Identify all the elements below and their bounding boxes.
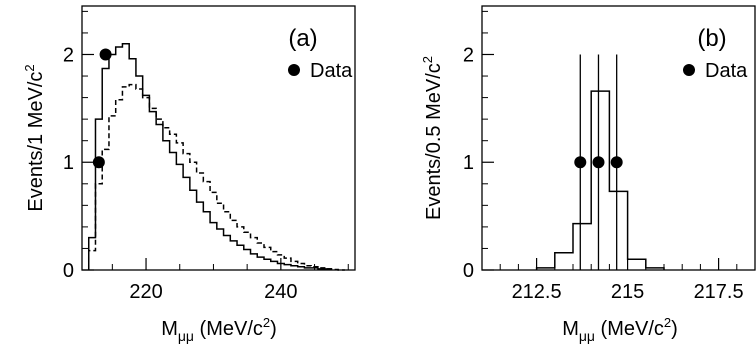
y-tick-label-b: 0 — [463, 260, 474, 282]
x-axis-label-b: Mμμ (MeV/c2) — [562, 315, 678, 344]
data-points-b — [574, 156, 623, 169]
solid-histogram-b — [535, 90, 665, 270]
legend-marker-a — [288, 64, 300, 76]
solid-histogram-a — [87, 42, 333, 270]
axis-ticks-a: 0 1 2 220 240 — [63, 10, 349, 303]
axis-ticks-b: 0 1 2 212.5 215 217.5 — [463, 10, 756, 303]
y-axis-label-a: Events/1 MeV/c2 — [22, 64, 47, 211]
y-tick-label-b: 1 — [463, 152, 474, 174]
x-tick-label-b: 217.5 — [694, 281, 744, 303]
legend-label-a: Data — [310, 60, 353, 82]
legend-label-b: Data — [705, 60, 748, 82]
y-tick-label-b: 2 — [463, 44, 474, 66]
data-point-a — [99, 48, 112, 61]
panel-label-b: (b) — [697, 25, 726, 52]
x-tick-label-b: 215 — [611, 281, 644, 303]
data-point-b — [574, 156, 587, 169]
data-points-a — [92, 48, 112, 169]
x-tick-label-a: 220 — [129, 281, 162, 303]
y-axis-label-b: Events/0.5 MeV/c2 — [420, 56, 445, 220]
x-axis-label-a: Mμμ (MeV/c2) — [161, 315, 277, 344]
panel-label-a: (a) — [288, 25, 317, 52]
data-point-a — [92, 156, 105, 169]
legend-marker-b — [683, 64, 695, 76]
x-tick-label-a: 240 — [264, 281, 297, 303]
dashed-histogram-a — [87, 83, 345, 271]
data-point-b — [592, 156, 605, 169]
plot-frame-a — [81, 5, 356, 271]
y-tick-label-a: 0 — [63, 260, 74, 282]
panel-b: 0 1 2 212.5 215 217.5 (b) Data Events/0.5 MeV… — [420, 5, 756, 344]
x-tick-label-b: 212.5 — [512, 281, 562, 303]
plot-frame-b — [481, 5, 756, 271]
data-point-b — [610, 156, 623, 169]
y-tick-label-a: 2 — [63, 44, 74, 66]
panel-a: 0 1 2 220 240 (a) Data Events/1 MeV/c2 Mμμ (… — [22, 5, 356, 344]
histograms-a — [87, 42, 345, 271]
y-tick-label-a: 1 — [63, 152, 74, 174]
